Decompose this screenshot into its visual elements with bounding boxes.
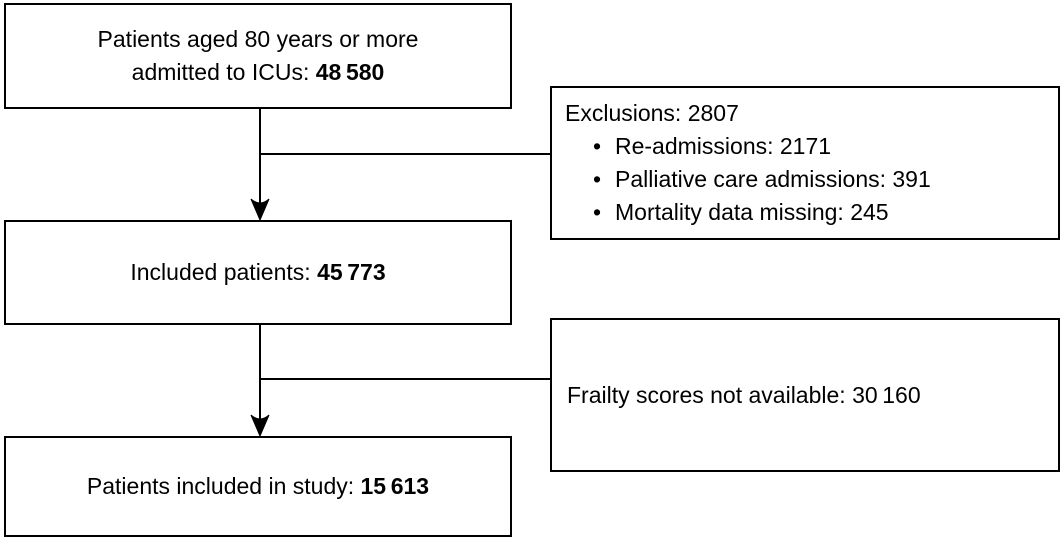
patients-admitted-line2: admitted to ICUs: 48 580 — [132, 56, 385, 89]
patients-admitted-line2-text: admitted to ICUs: — [131, 59, 316, 85]
exclusion-item-label: Re-admissions: 2171 — [615, 133, 832, 159]
bullet-icon: • — [593, 199, 602, 225]
box-included-patients: Included patients: 45 773 — [4, 220, 512, 325]
arrowhead-down-2 — [250, 414, 270, 438]
patients-admitted-count: 48 580 — [315, 59, 385, 85]
study-patients-text: Patients included in study: — [86, 473, 361, 499]
patients-admitted-line1: Patients aged 80 years or more — [97, 26, 419, 52]
exclusion-item-palliative: • Palliative care admissions: 391 — [565, 163, 1048, 196]
exclusion-item-label: Palliative care admissions: 391 — [615, 166, 931, 192]
box-frailty-not-available: Frailty scores not available: 30 160 — [550, 318, 1060, 472]
study-patients-line: Patients included in study: 15 613 — [87, 470, 429, 503]
included-patients-line: Included patients: 45 773 — [130, 256, 385, 289]
exclusions-title: Exclusions: 2807 — [565, 100, 739, 126]
exclusion-item-readmissions: • Re-admissions: 2171 — [565, 130, 1048, 163]
study-patients-count: 15 613 — [360, 473, 430, 499]
bullet-icon: • — [593, 166, 602, 192]
box-exclusions: Exclusions: 2807 • Re-admissions: 2171 •… — [550, 86, 1060, 240]
included-patients-text: Included patients: — [130, 259, 318, 285]
exclusion-item-mortality: • Mortality data missing: 245 — [565, 196, 1048, 229]
bullet-icon: • — [593, 133, 602, 159]
exclusion-item-label: Mortality data missing: 245 — [615, 199, 889, 225]
box-study-patients: Patients included in study: 15 613 — [4, 436, 512, 537]
arrowhead-down-1 — [250, 198, 270, 222]
included-patients-count: 45 773 — [317, 259, 386, 285]
frailty-not-available-text: Frailty scores not available: 30 160 — [567, 381, 921, 408]
box-patients-admitted: Patients aged 80 years or more admitted … — [4, 3, 512, 109]
